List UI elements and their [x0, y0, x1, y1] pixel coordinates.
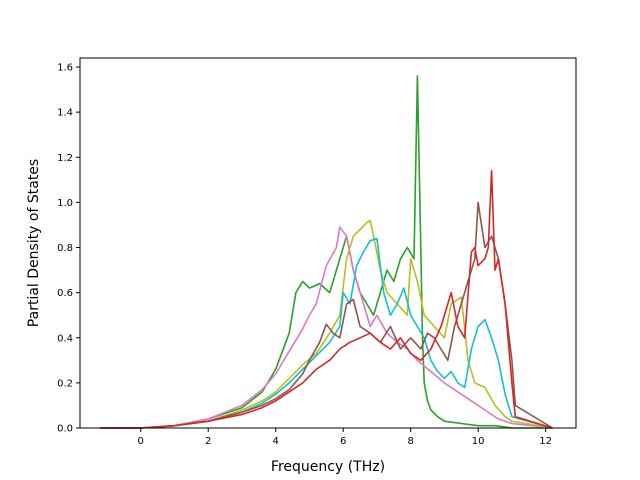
- x-tick-label: 4: [273, 436, 279, 447]
- y-tick-label: 0.0: [57, 424, 73, 435]
- x-tick-label: 6: [340, 436, 346, 447]
- axis-ticks: 0 2 4 6 8 10 12 0.0 0.2 0.4 0.6 0.8 1.0 1.2 1.4 1.6: [57, 63, 552, 447]
- y-tick-label: 1.6: [57, 63, 73, 74]
- x-tick-label: 12: [539, 436, 552, 447]
- plot-area: [100, 75, 553, 429]
- axes-frame: [79, 57, 577, 429]
- series-line-6: [100, 170, 553, 429]
- x-tick-label: 10: [472, 436, 485, 447]
- x-tick-label: 2: [205, 436, 211, 447]
- y-tick-label: 1.4: [57, 108, 73, 119]
- y-tick-label: 0.2: [57, 378, 73, 389]
- y-tick-label: 0.8: [57, 243, 73, 254]
- y-tick-label: 1.0: [57, 198, 73, 209]
- series-line-1: [100, 75, 553, 429]
- x-axis-label: Frequency (THz): [271, 459, 385, 475]
- y-axis-label: Partial Density of States: [26, 159, 42, 327]
- x-tick-label: 0: [138, 436, 144, 447]
- y-tick-label: 0.6: [57, 288, 73, 299]
- series-line-4: [100, 237, 553, 429]
- series-line-2: [100, 226, 553, 429]
- series-line-5: [100, 201, 553, 429]
- y-tick-label: 0.4: [57, 333, 73, 344]
- x-tick-label: 8: [407, 436, 413, 447]
- y-tick-label: 1.2: [57, 153, 73, 164]
